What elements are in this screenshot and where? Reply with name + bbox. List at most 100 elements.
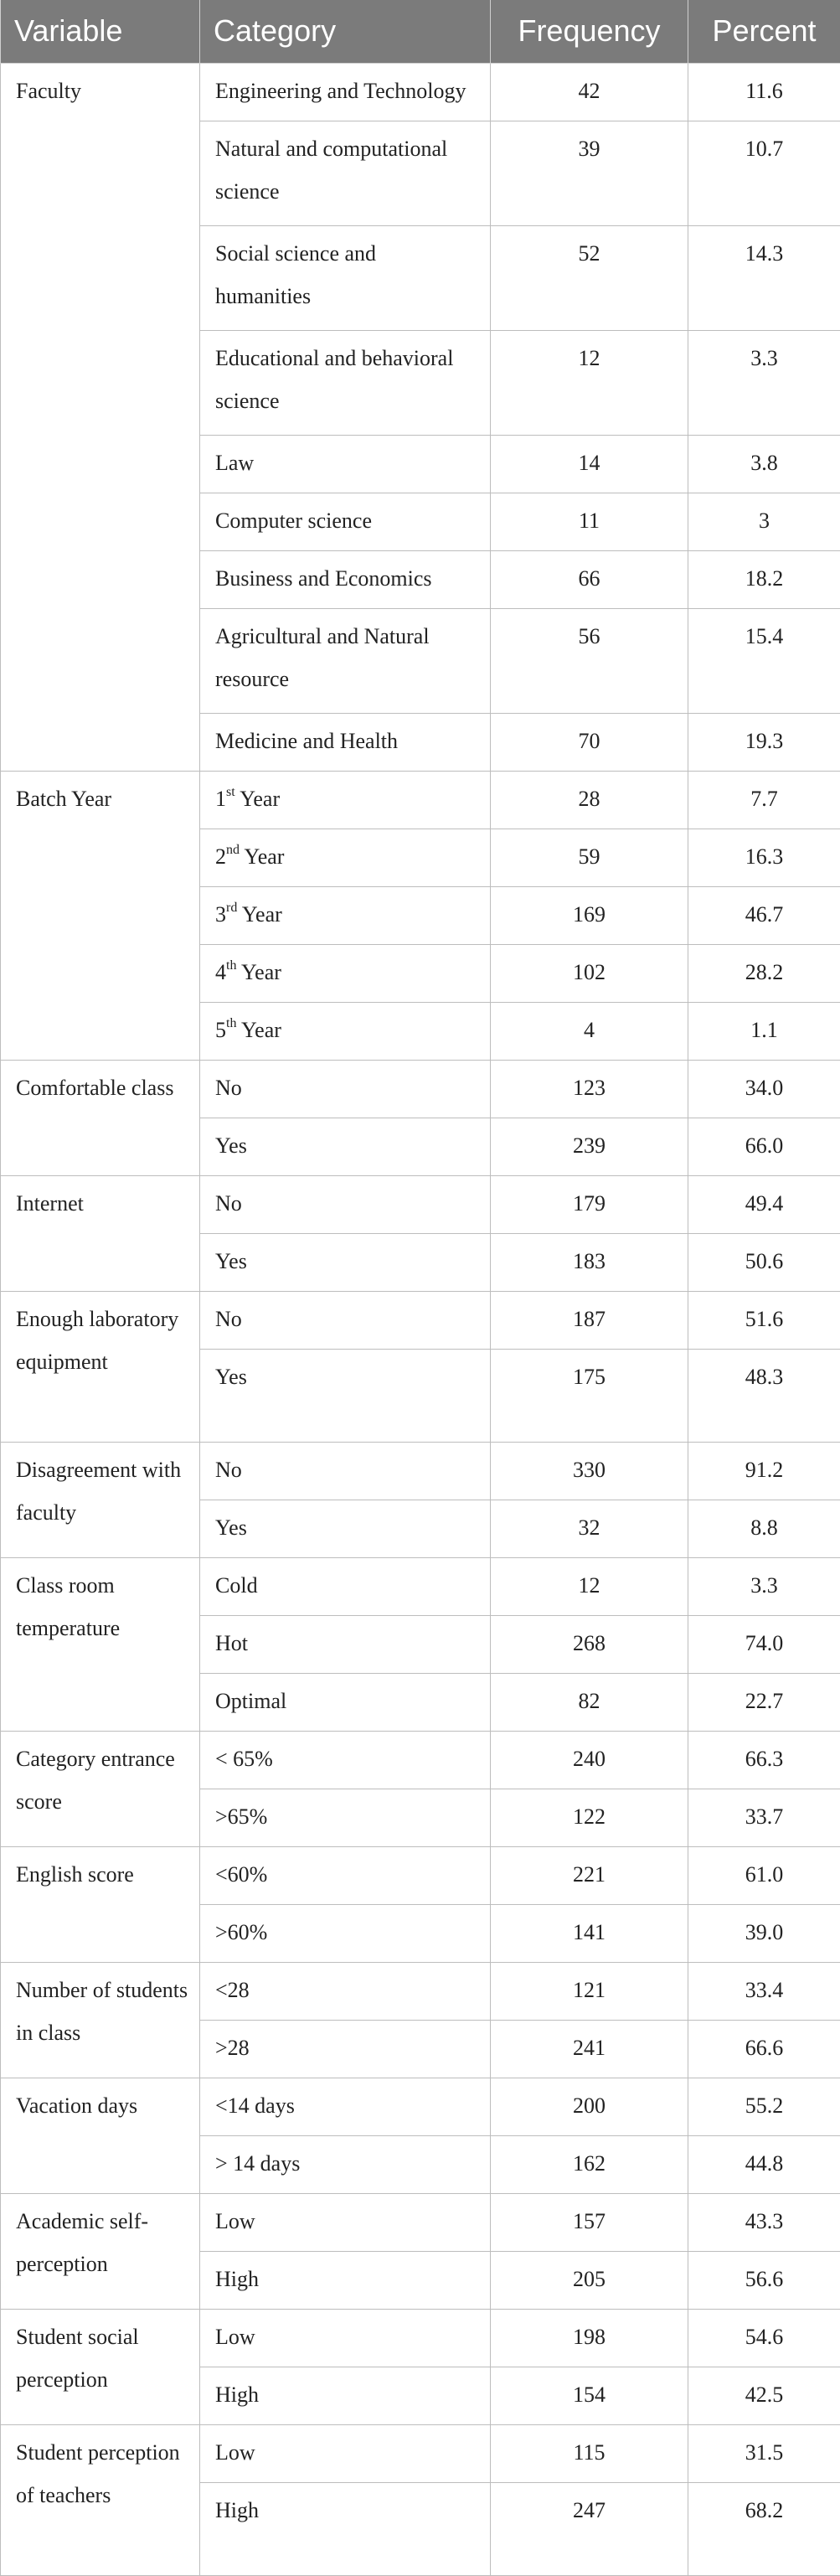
variable-cell: Student social perception xyxy=(1,2309,200,2424)
frequency-cell: 241 xyxy=(491,2020,688,2078)
category-cell: <14 days xyxy=(200,2078,491,2135)
percent-cell: 1.1 xyxy=(688,1002,840,1060)
frequency-cell: 32 xyxy=(491,1500,688,1557)
category-label: Year xyxy=(240,844,284,869)
percent-cell: 3 xyxy=(688,493,840,550)
percent-cell: 66.0 xyxy=(688,1118,840,1175)
percent-cell: 68.2 xyxy=(688,2482,840,2575)
frequency-cell: 157 xyxy=(491,2193,688,2251)
frequency-cell: 70 xyxy=(491,713,688,771)
category-cell: >60% xyxy=(200,1904,491,1962)
frequency-cell: 187 xyxy=(491,1291,688,1349)
frequency-cell: 198 xyxy=(491,2309,688,2367)
percent-cell: 74.0 xyxy=(688,1615,840,1673)
variable-cell: Disagreement with faculty xyxy=(1,1442,200,1557)
category-cell: Computer science xyxy=(200,493,491,550)
category-number: 5 xyxy=(215,1018,226,1042)
category-label: Year xyxy=(236,960,281,984)
category-cell: >28 xyxy=(200,2020,491,2078)
percent-cell: 3.8 xyxy=(688,435,840,493)
category-cell: Low xyxy=(200,2424,491,2482)
variable-cell: Student perception of teachers xyxy=(1,2424,200,2575)
category-cell: Agricultural and Natural resource xyxy=(200,608,491,713)
percent-cell: 51.6 xyxy=(688,1291,840,1349)
percent-cell: 43.3 xyxy=(688,2193,840,2251)
variable-cell: English score xyxy=(1,1846,200,1962)
frequency-cell: 4 xyxy=(491,1002,688,1060)
variable-cell: Faculty xyxy=(1,63,200,771)
percent-cell: 66.6 xyxy=(688,2020,840,2078)
percent-cell: 31.5 xyxy=(688,2424,840,2482)
frequency-cell: 11 xyxy=(491,493,688,550)
frequency-cell: 115 xyxy=(491,2424,688,2482)
percent-cell: 49.4 xyxy=(688,1175,840,1233)
percent-cell: 11.6 xyxy=(688,63,840,121)
percent-cell: 56.6 xyxy=(688,2251,840,2309)
frequency-cell: 162 xyxy=(491,2135,688,2193)
header-frequency: Frequency xyxy=(491,0,688,63)
category-cell: Yes xyxy=(200,1349,491,1442)
category-cell: Yes xyxy=(200,1233,491,1291)
category-cell: Low xyxy=(200,2193,491,2251)
category-label: Year xyxy=(236,1018,281,1042)
percent-cell: 28.2 xyxy=(688,944,840,1002)
category-cell: Yes xyxy=(200,1118,491,1175)
category-cell: Yes xyxy=(200,1500,491,1557)
percent-cell: 7.7 xyxy=(688,771,840,829)
percent-cell: 3.3 xyxy=(688,1557,840,1615)
frequency-cell: 82 xyxy=(491,1673,688,1731)
frequency-cell: 169 xyxy=(491,886,688,944)
percent-cell: 66.3 xyxy=(688,1731,840,1789)
category-number: 1 xyxy=(215,787,226,811)
frequency-cell: 141 xyxy=(491,1904,688,1962)
frequency-cell: 154 xyxy=(491,2367,688,2424)
percent-cell: 55.2 xyxy=(688,2078,840,2135)
percent-cell: 33.7 xyxy=(688,1789,840,1846)
variable-cell: Internet xyxy=(1,1175,200,1291)
category-ordinal-suffix: rd xyxy=(226,901,237,915)
frequency-cell: 205 xyxy=(491,2251,688,2309)
percent-cell: 46.7 xyxy=(688,886,840,944)
header-variable: Variable xyxy=(1,0,200,63)
category-cell: No xyxy=(200,1442,491,1500)
frequency-cell: 183 xyxy=(491,1233,688,1291)
frequency-cell: 123 xyxy=(491,1060,688,1118)
frequency-cell: 59 xyxy=(491,829,688,886)
category-cell: High xyxy=(200,2482,491,2575)
percent-cell: 18.2 xyxy=(688,550,840,608)
category-label: Year xyxy=(237,902,281,927)
category-cell: 3rd Year xyxy=(200,886,491,944)
frequency-cell: 221 xyxy=(491,1846,688,1904)
category-cell: <60% xyxy=(200,1846,491,1904)
variable-cell: Class room temperature xyxy=(1,1557,200,1731)
percent-cell: 42.5 xyxy=(688,2367,840,2424)
category-cell: 2nd Year xyxy=(200,829,491,886)
category-cell: High xyxy=(200,2251,491,2309)
variable-cell: Category entrance score xyxy=(1,1731,200,1846)
percent-cell: 91.2 xyxy=(688,1442,840,1500)
frequency-cell: 175 xyxy=(491,1349,688,1442)
frequency-cell: 330 xyxy=(491,1442,688,1500)
percent-cell: 61.0 xyxy=(688,1846,840,1904)
frequency-cell: 56 xyxy=(491,608,688,713)
category-cell: Medicine and Health xyxy=(200,713,491,771)
category-cell: Low xyxy=(200,2309,491,2367)
category-cell: No xyxy=(200,1060,491,1118)
category-number: 2 xyxy=(215,844,226,869)
frequency-cell: 240 xyxy=(491,1731,688,1789)
category-ordinal-suffix: st xyxy=(226,785,235,799)
category-cell: Cold xyxy=(200,1557,491,1615)
header-row: Variable Category Frequency Percent xyxy=(1,0,840,63)
category-label: Year xyxy=(235,787,280,811)
percent-cell: 54.6 xyxy=(688,2309,840,2367)
category-cell: > 14 days xyxy=(200,2135,491,2193)
percent-cell: 3.3 xyxy=(688,330,840,435)
